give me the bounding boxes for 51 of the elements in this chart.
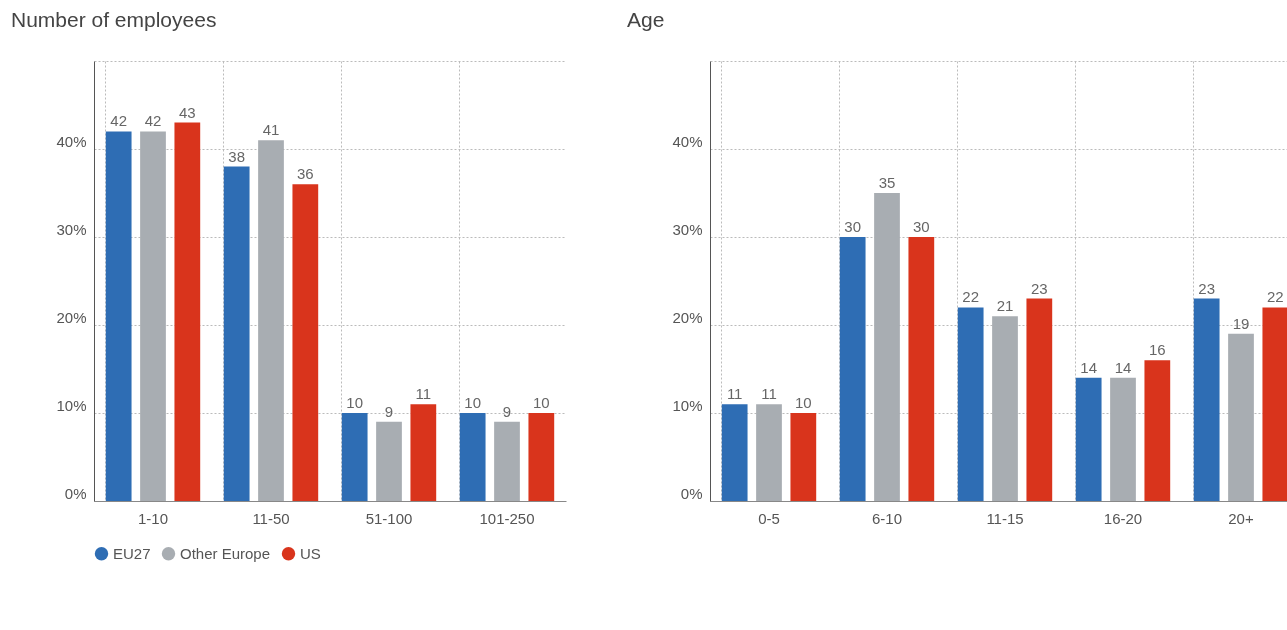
data-label: 19 (1232, 314, 1250, 332)
data-label: 14 (1114, 358, 1132, 376)
data-label: 14 (1080, 358, 1098, 376)
y-tick-label: 0% (64, 484, 87, 502)
y-tick-label: 40% (56, 132, 87, 150)
y-tick-label: 0% (680, 484, 703, 502)
data-label: 10 (346, 394, 364, 411)
y-tick-label: 40% (672, 132, 703, 150)
data-label: 11 (726, 385, 743, 403)
data-label: 23 (1198, 279, 1216, 297)
data-label: 10 (464, 394, 482, 411)
y-tick-label: 20% (56, 308, 87, 326)
legend-label: US (300, 544, 321, 562)
data-label: 11 (415, 385, 432, 403)
x-tick-label: 101-250 (479, 509, 535, 527)
x-tick-label: 51-100 (365, 509, 413, 527)
legend-label: EU27 (113, 544, 151, 562)
y-tick-label: 10% (672, 396, 703, 414)
data-label: 38 (228, 147, 246, 165)
data-label: 30 (844, 218, 862, 235)
chart-title: Age (626, 8, 665, 31)
data-label: 10 (794, 394, 812, 411)
y-tick-label: 30% (672, 220, 703, 238)
data-label: 30 (912, 218, 930, 235)
x-tick-label: 11-50 (252, 509, 290, 527)
data-label: 10 (532, 394, 550, 411)
y-tick-label: 30% (56, 220, 87, 238)
data-label: 22 (1266, 288, 1284, 306)
data-label: 42 (110, 112, 128, 130)
x-tick-label: 0-5 (758, 509, 780, 527)
data-label: 35 (878, 174, 896, 191)
data-label: 36 (296, 165, 314, 183)
data-label: 21 (996, 297, 1014, 315)
data-label: 23 (1030, 279, 1048, 297)
legend-label: Other Europe (180, 544, 271, 562)
x-tick-label: 6-10 (871, 509, 903, 527)
x-tick-label: 20+ (1228, 509, 1254, 527)
chart-title: Number of employees (10, 8, 217, 31)
x-tick-label: 11-15 (986, 509, 1024, 527)
data-label: 22 (962, 288, 980, 306)
data-label: 43 (178, 103, 196, 121)
x-tick-label: 16-20 (1103, 509, 1143, 527)
data-label: 16 (1148, 341, 1166, 359)
data-label: 11 (761, 385, 777, 403)
y-tick-label: 20% (672, 308, 703, 326)
x-tick-label: 1-10 (137, 509, 169, 527)
data-label: 9 (502, 402, 512, 420)
data-label: 9 (384, 402, 394, 420)
data-label: 41 (262, 121, 280, 139)
data-label: 42 (144, 112, 162, 130)
y-tick-label: 10% (56, 396, 87, 414)
